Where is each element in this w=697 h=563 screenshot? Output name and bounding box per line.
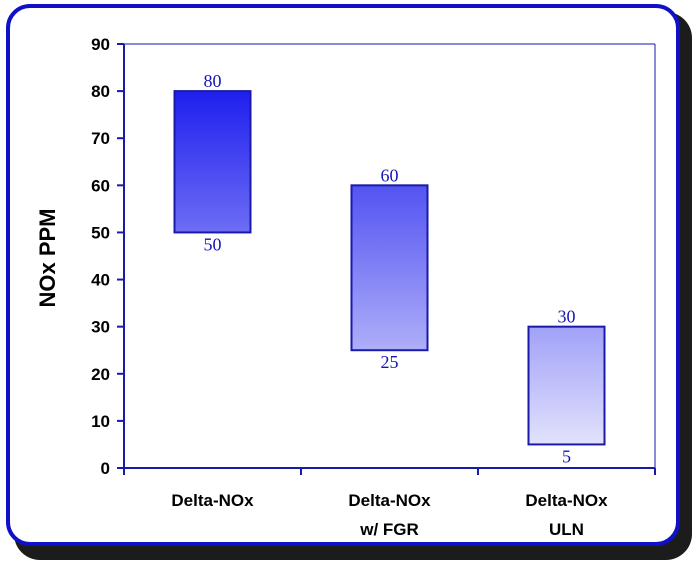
bar-low-label: 50 (204, 234, 222, 254)
bar-low-label: 25 (381, 352, 399, 372)
bar-high-label: 60 (381, 165, 399, 185)
category-label: Delta-NOx (525, 491, 608, 510)
y-tick-label: 90 (91, 35, 110, 54)
category-label: Delta-NOx (171, 491, 254, 510)
chart-border (6, 4, 680, 546)
bar-high-label: 80 (204, 71, 222, 91)
range-bar (350, 184, 429, 352)
y-tick-label: 0 (101, 459, 110, 478)
category-label: w/ FGR (359, 520, 419, 539)
y-tick-label: 50 (91, 223, 110, 242)
range-bar (173, 90, 252, 234)
category-label: Delta-NOx (348, 491, 431, 510)
y-axis-title: NOx PPM (35, 208, 60, 307)
y-tick-label: 10 (91, 412, 110, 431)
bar-low-label: 5 (562, 446, 571, 466)
bar-high-label: 30 (558, 307, 576, 327)
y-tick-label: 30 (91, 318, 110, 337)
y-tick-label: 20 (91, 365, 110, 384)
y-tick-label: 40 (91, 271, 110, 290)
y-tick-label: 60 (91, 176, 110, 195)
category-label: ULN (549, 520, 584, 539)
y-tick-label: 70 (91, 129, 110, 148)
range-bar (527, 325, 606, 446)
y-tick-label: 80 (91, 82, 110, 101)
